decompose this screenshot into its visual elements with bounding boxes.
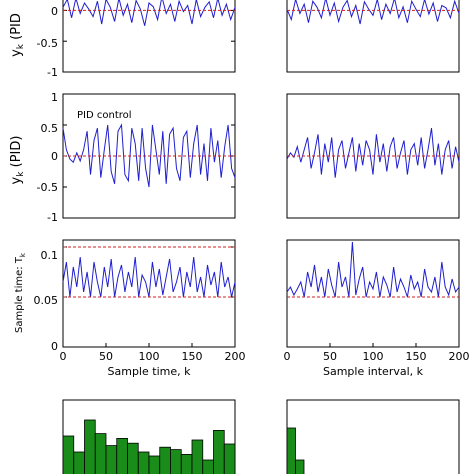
- y-axis-label: yk (PID): [9, 136, 26, 185]
- ytick-label: -1: [47, 211, 58, 224]
- xtick-label: 50: [323, 350, 337, 363]
- ytick-label: 0: [51, 150, 58, 163]
- panel-right-bottom: 0 50 100 150 200 Sample interval, k: [284, 239, 470, 378]
- panel-left-mid: PID control 1 0.5 0 -0.5 -1 yk (PID): [9, 91, 236, 224]
- ytick-label: 0: [51, 340, 58, 353]
- histogram-bar: [137, 451, 150, 474]
- x-axis-label: Sample interval, k: [323, 365, 424, 378]
- panel-right-top: [286, 0, 460, 73]
- plot-area: [62, 0, 236, 73]
- x-axis-label: Sample time, k: [108, 365, 192, 378]
- histogram-bar: [180, 453, 193, 474]
- histogram-bar: [159, 446, 171, 474]
- signal-series-line: [286, 0, 460, 25]
- xtick-label: 100: [363, 350, 384, 363]
- histogram-bar: [202, 459, 214, 474]
- signal-series-line: [286, 128, 460, 178]
- axes-frame: [62, 0, 236, 73]
- plot-area: [286, 0, 460, 25]
- panel-left-bottom: 0.1 0.05 0 Sample time: Tk 0 50 100 150 …: [14, 239, 246, 378]
- histogram-bar: [127, 442, 139, 474]
- histogram-bar: [295, 459, 305, 474]
- y-axis-label: yk (PID: [9, 13, 26, 57]
- y-axis-label: Sample time: Tk: [14, 252, 27, 333]
- panel-right-histogram: [286, 399, 460, 474]
- xtick-label: 100: [139, 350, 160, 363]
- panel-right-mid: [286, 93, 460, 219]
- plot-area: [62, 246, 236, 348]
- annotation-label: PID control: [77, 110, 132, 121]
- histogram-bar: [191, 439, 204, 474]
- xtick-label: 150: [182, 350, 203, 363]
- ytick-label: -0.5: [37, 181, 58, 194]
- histogram-bar: [62, 435, 75, 474]
- ytick-label: 0.1: [41, 249, 59, 262]
- signal-series-line: [62, 0, 236, 26]
- xtick-label: 0: [60, 350, 67, 363]
- signal-series-line: [62, 123, 236, 188]
- panel-left-top: 0 -0.5 -1 yk (PID: [9, 0, 236, 79]
- plot-area: [62, 93, 236, 219]
- histogram-bar: [170, 449, 182, 474]
- ytick-label: 0: [51, 5, 58, 18]
- panel-left-histogram: [62, 399, 236, 474]
- ytick-label: 0.5: [41, 122, 59, 135]
- histogram-bar: [116, 437, 128, 474]
- axes-frame: [286, 0, 460, 73]
- xtick-label: 150: [406, 350, 427, 363]
- ytick-label: 1: [51, 91, 58, 104]
- histogram-bar: [223, 443, 236, 474]
- xtick-label: 200: [449, 350, 470, 363]
- ytick-label: -1: [47, 66, 58, 79]
- plot-area: [286, 427, 305, 474]
- plot-area: [62, 419, 236, 474]
- plot-area: [286, 241, 460, 347]
- histogram-bar: [73, 451, 85, 474]
- xtick-label: 200: [225, 350, 246, 363]
- histogram-bar: [94, 433, 107, 474]
- xtick-label: 0: [284, 350, 291, 363]
- histogram-bar: [84, 419, 96, 474]
- xtick-label: 50: [99, 350, 113, 363]
- ytick-label: -0.5: [37, 37, 58, 50]
- histogram-bar: [286, 427, 296, 474]
- ytick-label: 0.05: [34, 294, 59, 307]
- signal-series-line: [286, 241, 460, 298]
- histogram-bar: [213, 429, 225, 474]
- plot-area: [286, 128, 460, 178]
- histogram-bar: [105, 445, 118, 474]
- histogram-bar: [148, 455, 161, 474]
